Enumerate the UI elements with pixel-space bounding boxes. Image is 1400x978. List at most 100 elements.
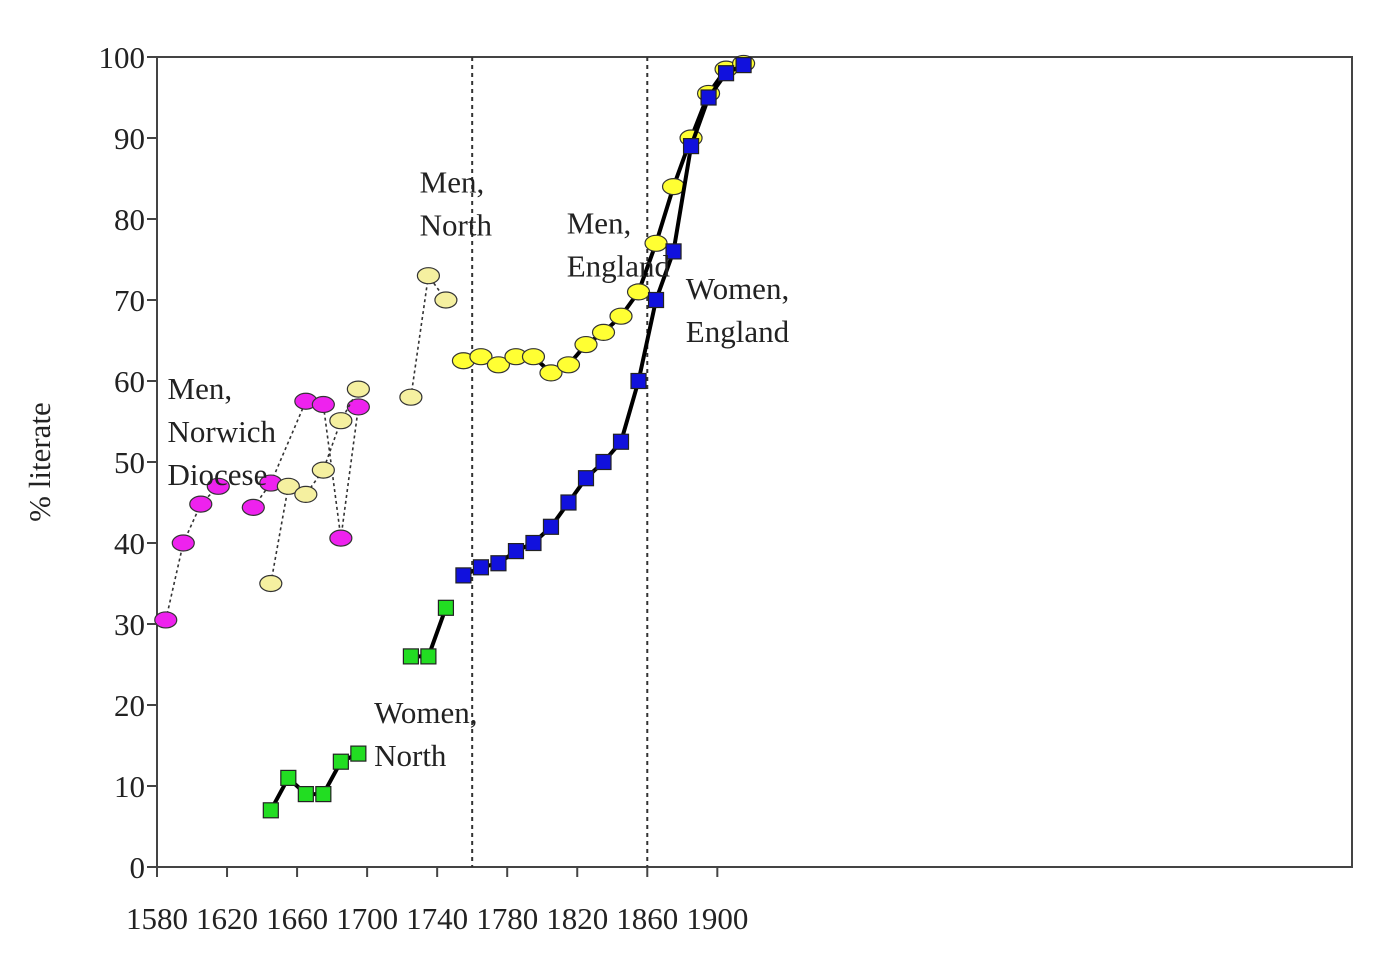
x-tick-label: 1700 bbox=[336, 901, 398, 936]
y-tick-label: 100 bbox=[99, 40, 146, 75]
data-point bbox=[350, 745, 367, 762]
data-point bbox=[682, 138, 700, 155]
series-1 bbox=[259, 267, 458, 593]
data-point bbox=[595, 453, 612, 471]
data-point bbox=[346, 380, 370, 398]
data-point bbox=[311, 395, 335, 414]
data-point bbox=[329, 529, 353, 547]
data-point bbox=[486, 356, 511, 374]
annotation-3: Women, England bbox=[686, 271, 790, 349]
data-point bbox=[539, 364, 563, 382]
data-point bbox=[609, 307, 633, 325]
x-tick-label: 1860 bbox=[616, 901, 678, 936]
data-point bbox=[735, 56, 752, 74]
data-point bbox=[574, 335, 598, 354]
data-point bbox=[455, 567, 472, 584]
x-tick-label: 1660 bbox=[266, 901, 328, 936]
y-tick-label: 80 bbox=[114, 202, 145, 237]
annotation-line: North bbox=[420, 207, 493, 242]
y-tick-label: 60 bbox=[114, 364, 145, 399]
plot-area-border bbox=[156, 56, 1353, 868]
data-point bbox=[416, 267, 441, 285]
data-point bbox=[437, 599, 455, 616]
data-point bbox=[171, 534, 195, 552]
data-point bbox=[507, 542, 525, 560]
data-point bbox=[399, 388, 423, 406]
annotation-line: England bbox=[567, 249, 671, 284]
data-point bbox=[434, 291, 458, 309]
data-point bbox=[276, 477, 300, 495]
data-point bbox=[647, 291, 665, 309]
data-point bbox=[577, 470, 595, 487]
data-point bbox=[259, 574, 283, 593]
annotation-line: Men, bbox=[168, 371, 233, 406]
plot-frame bbox=[156, 56, 1353, 868]
data-point bbox=[661, 178, 686, 196]
y-axis-title: % literate bbox=[22, 402, 57, 522]
data-point bbox=[154, 611, 178, 629]
y-tick-label: 90 bbox=[114, 121, 145, 156]
data-point bbox=[560, 494, 577, 511]
data-point bbox=[262, 802, 279, 819]
x-tick-label: 1820 bbox=[546, 901, 608, 936]
annotation-line: England bbox=[686, 314, 790, 349]
series-4 bbox=[455, 56, 752, 584]
y-tick-label: 10 bbox=[114, 769, 145, 804]
reference-lines bbox=[471, 57, 649, 867]
data-point bbox=[329, 412, 353, 430]
annotation-0: Men, Norwich Diocese bbox=[168, 371, 277, 492]
annotation-line: North bbox=[374, 738, 447, 773]
annotation-1: Men, North bbox=[420, 164, 493, 242]
y-axis: 0 10 20 30 40 50 60 70 80 90 100 bbox=[99, 40, 157, 885]
data-point bbox=[346, 398, 370, 416]
annotation-2: Men, England bbox=[567, 206, 671, 284]
data-point bbox=[556, 356, 581, 374]
y-tick-label: 30 bbox=[114, 607, 145, 642]
data-point bbox=[469, 348, 493, 366]
data-point bbox=[630, 372, 647, 390]
annotation-line: Norwich bbox=[168, 414, 277, 449]
y-tick-label: 20 bbox=[114, 688, 145, 723]
data-point bbox=[525, 534, 542, 552]
series-0 bbox=[154, 392, 370, 629]
series-2 bbox=[262, 599, 455, 819]
data-point bbox=[311, 461, 335, 479]
data-point bbox=[402, 648, 419, 665]
annotation-line: Women, bbox=[686, 271, 789, 306]
data-point bbox=[700, 89, 717, 106]
data-point bbox=[420, 648, 437, 665]
data-point bbox=[206, 477, 230, 495]
y-tick-label: 50 bbox=[114, 445, 145, 480]
data-point bbox=[472, 559, 490, 576]
annotation-line: Men, bbox=[420, 164, 485, 199]
annotation-line: Men, bbox=[567, 206, 632, 241]
data-point bbox=[626, 283, 651, 301]
data-point bbox=[521, 348, 546, 366]
data-point bbox=[490, 555, 507, 572]
x-tick-label: 1580 bbox=[126, 901, 188, 936]
data-point bbox=[542, 518, 560, 535]
x-tick-label: 1620 bbox=[196, 901, 258, 936]
data-point bbox=[189, 495, 213, 513]
data-point bbox=[315, 785, 332, 803]
annotation-line: Women, bbox=[374, 695, 477, 730]
data-point bbox=[717, 65, 735, 82]
y-tick-label: 0 bbox=[130, 850, 146, 885]
series-line bbox=[165, 485, 219, 621]
data-point bbox=[332, 753, 349, 770]
data-point bbox=[665, 243, 682, 260]
x-axis: 1580 1620 1660 1700 1740 1780 1820 1860 1900 bbox=[126, 867, 748, 936]
data-point bbox=[591, 323, 616, 341]
annotation-4: Women, North bbox=[374, 695, 477, 773]
x-tick-label: 1740 bbox=[406, 901, 468, 936]
y-tick-label: 70 bbox=[114, 283, 145, 318]
annotation-line: Diocese bbox=[168, 457, 268, 492]
x-tick-label: 1780 bbox=[476, 901, 538, 936]
series-group bbox=[154, 54, 756, 819]
data-point bbox=[612, 433, 630, 450]
data-point bbox=[241, 498, 265, 516]
data-point bbox=[297, 785, 314, 803]
x-tick-label: 1900 bbox=[686, 901, 748, 936]
